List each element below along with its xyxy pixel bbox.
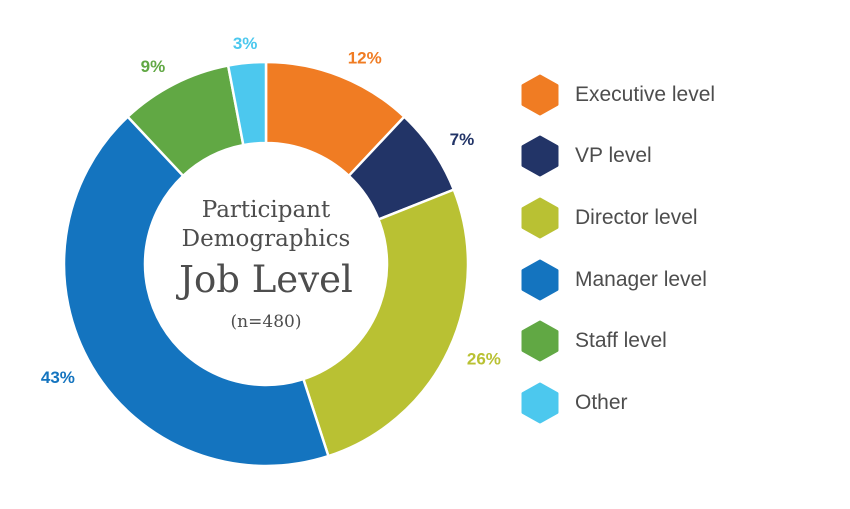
hexagon-icon bbox=[521, 74, 559, 116]
legend-item-manager-level: Manager level bbox=[520, 249, 715, 311]
pct-label-other: 3% bbox=[233, 34, 258, 53]
legend-label: VP level bbox=[575, 144, 652, 168]
legend-label: Staff level bbox=[575, 329, 667, 353]
legend-label: Director level bbox=[575, 205, 698, 229]
legend-item-vp-level: VP level bbox=[520, 126, 715, 188]
legend-item-executive-level: Executive level bbox=[520, 64, 715, 126]
donut-slices bbox=[62, 60, 470, 468]
legend-label: Manager level bbox=[575, 267, 707, 291]
legend-label: Other bbox=[575, 390, 628, 414]
pct-label-executive-level: 12% bbox=[348, 49, 382, 68]
slice-manager-level bbox=[62, 115, 330, 468]
hexagon-icon bbox=[521, 382, 559, 424]
legend-item-staff-level: Staff level bbox=[520, 310, 715, 372]
hexagon-icon bbox=[521, 259, 559, 301]
hexagon-icon bbox=[521, 320, 559, 362]
legend: Executive level VP level Director level Man… bbox=[520, 64, 715, 434]
center-title-line1: Participant bbox=[202, 197, 331, 223]
legend-item-other: Other bbox=[520, 372, 715, 434]
legend-label: Executive level bbox=[575, 82, 716, 106]
slice-director-level bbox=[302, 188, 470, 458]
pct-label-manager-level: 43% bbox=[41, 368, 75, 387]
pct-label-staff-level: 9% bbox=[141, 57, 166, 76]
hexagon-icon bbox=[521, 135, 559, 177]
slice-other bbox=[226, 60, 268, 147]
hexagon-icon bbox=[521, 197, 559, 239]
sample-size: (n=480) bbox=[231, 312, 302, 332]
percent-labels: 12% 7% 26% 43% 9% 3% bbox=[41, 34, 501, 387]
pct-label-vp-level: 7% bbox=[450, 130, 475, 149]
pct-label-director-level: 26% bbox=[467, 350, 501, 369]
center-title-main: Job Level bbox=[175, 258, 353, 301]
center-title-line2: Demographics bbox=[182, 226, 351, 252]
legend-item-director-level: Director level bbox=[520, 187, 715, 249]
